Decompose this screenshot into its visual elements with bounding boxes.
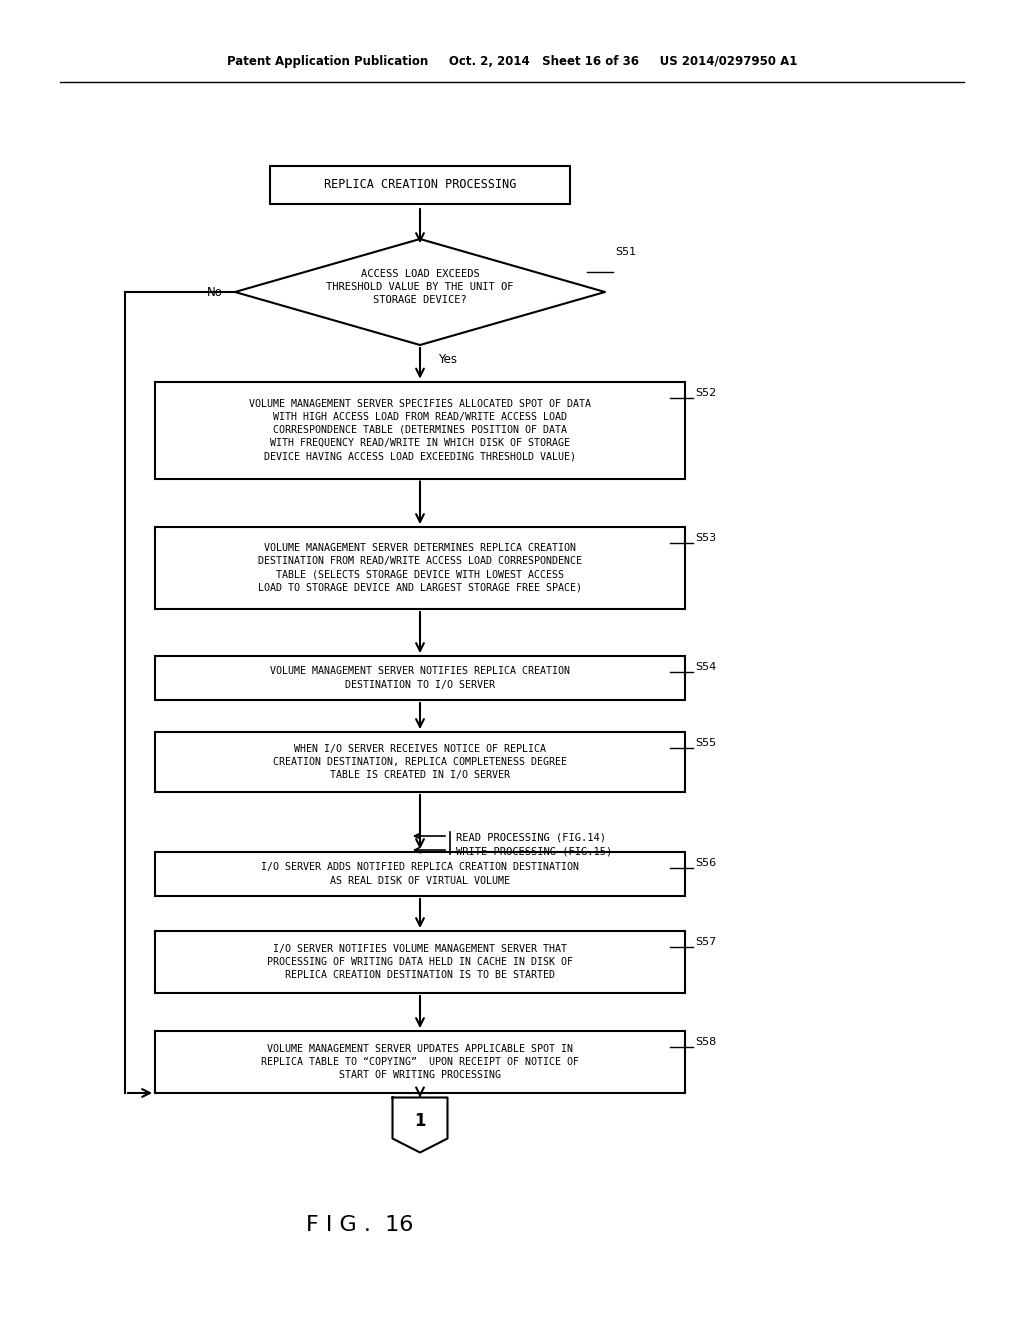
FancyBboxPatch shape — [155, 931, 685, 993]
Text: S55: S55 — [695, 738, 716, 748]
FancyBboxPatch shape — [155, 851, 685, 896]
Text: S56: S56 — [695, 858, 716, 869]
Text: Yes: Yes — [438, 352, 457, 366]
Text: READ PROCESSING (FIG.14)
WRITE PROCESSING (FIG.15): READ PROCESSING (FIG.14) WRITE PROCESSIN… — [456, 833, 612, 857]
Text: WHEN I/O SERVER RECEIVES NOTICE OF REPLICA
CREATION DESTINATION, REPLICA COMPLET: WHEN I/O SERVER RECEIVES NOTICE OF REPLI… — [273, 744, 567, 780]
Text: ACCESS LOAD EXCEEDS
THRESHOLD VALUE BY THE UNIT OF
STORAGE DEVICE?: ACCESS LOAD EXCEEDS THRESHOLD VALUE BY T… — [327, 269, 514, 305]
Text: S58: S58 — [695, 1038, 716, 1047]
Text: VOLUME MANAGEMENT SERVER SPECIFIES ALLOCATED SPOT OF DATA
WITH HIGH ACCESS LOAD : VOLUME MANAGEMENT SERVER SPECIFIES ALLOC… — [249, 399, 591, 461]
Polygon shape — [392, 1097, 447, 1152]
Text: VOLUME MANAGEMENT SERVER DETERMINES REPLICA CREATION
DESTINATION FROM READ/WRITE: VOLUME MANAGEMENT SERVER DETERMINES REPL… — [258, 544, 582, 593]
Text: VOLUME MANAGEMENT SERVER UPDATES APPLICABLE SPOT IN
REPLICA TABLE TO “COPYING”  : VOLUME MANAGEMENT SERVER UPDATES APPLICA… — [261, 1044, 579, 1080]
FancyBboxPatch shape — [155, 381, 685, 479]
FancyBboxPatch shape — [155, 1031, 685, 1093]
Text: S53: S53 — [695, 533, 716, 543]
FancyBboxPatch shape — [155, 733, 685, 792]
Text: S54: S54 — [695, 663, 716, 672]
Text: I/O SERVER ADDS NOTIFIED REPLICA CREATION DESTINATION
AS REAL DISK OF VIRTUAL VO: I/O SERVER ADDS NOTIFIED REPLICA CREATIO… — [261, 862, 579, 886]
Text: No: No — [207, 285, 223, 298]
Text: S52: S52 — [695, 388, 716, 397]
Text: I/O SERVER NOTIFIES VOLUME MANAGEMENT SERVER THAT
PROCESSING OF WRITING DATA HEL: I/O SERVER NOTIFIES VOLUME MANAGEMENT SE… — [267, 944, 573, 979]
FancyBboxPatch shape — [155, 527, 685, 609]
FancyBboxPatch shape — [155, 656, 685, 700]
Text: S57: S57 — [695, 937, 716, 946]
FancyBboxPatch shape — [270, 166, 570, 205]
Text: Patent Application Publication     Oct. 2, 2014   Sheet 16 of 36     US 2014/029: Patent Application Publication Oct. 2, 2… — [226, 55, 798, 69]
Text: REPLICA CREATION PROCESSING: REPLICA CREATION PROCESSING — [324, 178, 516, 191]
Text: 1: 1 — [415, 1111, 426, 1130]
Text: VOLUME MANAGEMENT SERVER NOTIFIES REPLICA CREATION
DESTINATION TO I/O SERVER: VOLUME MANAGEMENT SERVER NOTIFIES REPLIC… — [270, 667, 570, 689]
Text: S51: S51 — [615, 247, 636, 257]
Text: F I G .  16: F I G . 16 — [306, 1214, 414, 1236]
